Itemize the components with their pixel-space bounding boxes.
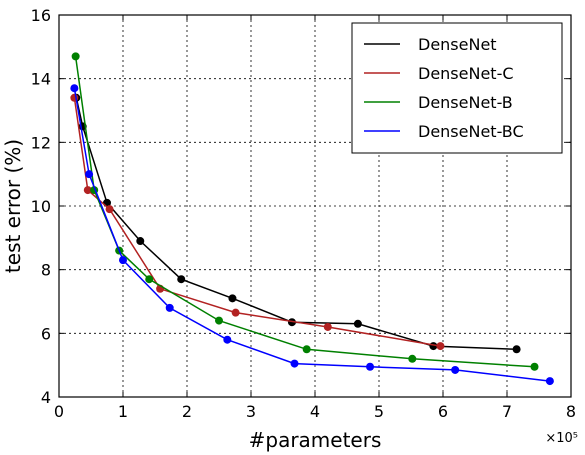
data-point — [70, 84, 79, 93]
legend-label: DenseNet-BC — [418, 122, 524, 141]
data-point — [85, 170, 94, 179]
data-point — [545, 377, 554, 386]
series-layer — [70, 52, 554, 386]
data-point — [119, 256, 127, 265]
series-line — [75, 97, 517, 351]
data-point — [530, 362, 539, 371]
data-point — [177, 275, 186, 284]
x-tick-label: 7 — [502, 402, 512, 421]
x-axis-multiplier: ×10⁵ — [545, 431, 578, 446]
y-tick-label: 12 — [31, 133, 51, 152]
x-tick-label: 8 — [566, 402, 576, 421]
data-point — [323, 322, 332, 331]
y-tick-label: 14 — [31, 70, 51, 89]
x-axis-label: #parameters — [249, 428, 382, 452]
data-point — [145, 275, 154, 284]
legend: DenseNet DenseNet-C DenseNet-B DenseNet-BC — [351, 22, 563, 154]
series-densenet-bc — [70, 84, 554, 386]
data-point — [223, 335, 232, 344]
data-point — [215, 316, 223, 325]
data-point — [228, 294, 237, 303]
data-point — [71, 52, 80, 61]
x-tick-label: 5 — [374, 402, 384, 421]
data-point — [353, 319, 362, 328]
legend-label: DenseNet — [418, 35, 497, 54]
data-point — [436, 342, 445, 351]
data-point — [105, 205, 114, 214]
data-point — [83, 186, 92, 195]
data-point — [451, 365, 460, 374]
x-tick-label: 4 — [310, 402, 320, 421]
x-tick-label: 3 — [246, 402, 256, 421]
data-point — [136, 237, 145, 246]
y-tick-label: 6 — [41, 324, 51, 343]
y-tick-label: 10 — [31, 197, 51, 216]
y-tick-label: 16 — [31, 6, 51, 25]
data-point — [165, 303, 174, 312]
data-point — [366, 362, 375, 371]
data-point — [287, 318, 296, 327]
y-tick-label: 8 — [41, 261, 51, 280]
x-tick-label: 1 — [118, 402, 128, 421]
data-point — [408, 354, 417, 363]
x-tick-label: 0 — [54, 402, 64, 421]
data-point — [231, 308, 240, 317]
series-line — [74, 56, 535, 368]
legend-label: DenseNet-C — [418, 64, 514, 83]
data-point — [290, 359, 299, 368]
data-point — [512, 345, 521, 354]
data-point — [302, 345, 311, 354]
y-tick-label: 4 — [41, 388, 51, 407]
legend-label: DenseNet-B — [418, 93, 513, 112]
x-tick-label: 6 — [438, 402, 448, 421]
y-axis-label: test error (%) — [1, 139, 25, 273]
x-tick-label: 2 — [182, 402, 192, 421]
